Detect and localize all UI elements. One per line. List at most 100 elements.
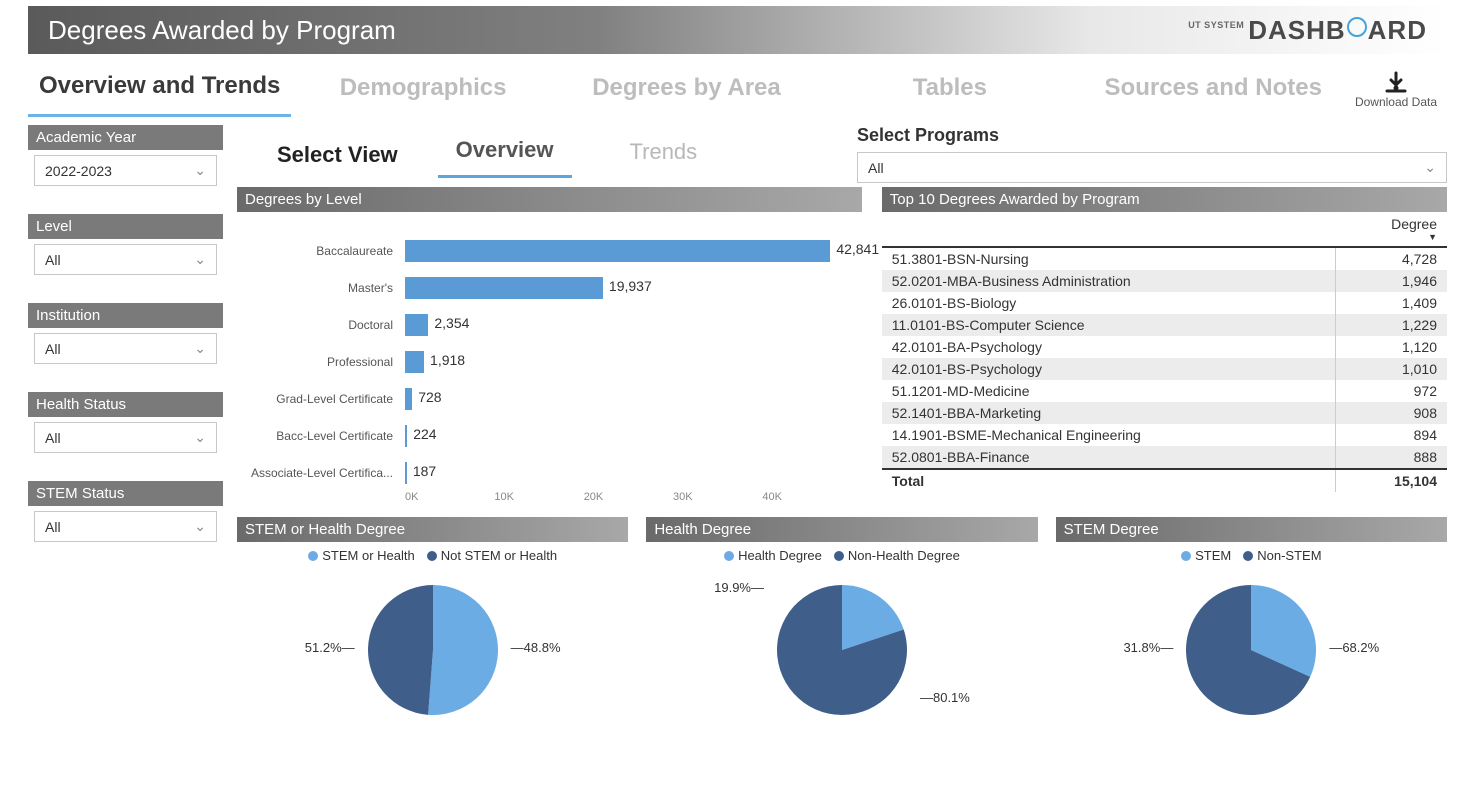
legend-item[interactable]: Not STEM or Health bbox=[427, 548, 557, 563]
legend-label: Non-Health Degree bbox=[848, 548, 960, 563]
table-row[interactable]: 52.0201-MBA-Business Administration1,946 bbox=[882, 270, 1447, 292]
bar-row: Professional1,918 bbox=[247, 343, 852, 380]
bar-track: 19,937 bbox=[405, 277, 852, 299]
pie-slice-label: 19.9%— bbox=[714, 580, 764, 595]
select-programs-dropdown[interactable]: All ⌄ bbox=[857, 152, 1447, 183]
bar-fill[interactable] bbox=[405, 462, 407, 484]
view-tab-overview[interactable]: Overview bbox=[438, 131, 572, 178]
pie-slice[interactable] bbox=[428, 585, 498, 715]
total-label: Total bbox=[882, 469, 1336, 492]
table-row[interactable]: 26.0101-BS-Biology1,409 bbox=[882, 292, 1447, 314]
pie-chart: 51.2%——48.8% bbox=[237, 570, 628, 730]
legend-item[interactable]: Non-Health Degree bbox=[834, 548, 960, 563]
program-value: 1,946 bbox=[1336, 270, 1447, 292]
filter-dropdown-2[interactable]: All⌄ bbox=[34, 333, 217, 364]
program-name: 42.0101-BS-Psychology bbox=[882, 358, 1336, 380]
chevron-down-icon: ⌄ bbox=[194, 162, 206, 179]
filter-dropdown-4[interactable]: All⌄ bbox=[34, 511, 217, 542]
bar-value: 42,841 bbox=[836, 241, 879, 257]
legend-item[interactable]: Non-STEM bbox=[1243, 548, 1321, 563]
bar-fill[interactable] bbox=[405, 351, 424, 373]
program-value: 4,728 bbox=[1336, 247, 1447, 270]
bar-track: 42,841 bbox=[405, 240, 852, 262]
legend-dot-icon bbox=[308, 551, 318, 561]
filter-value: All bbox=[45, 341, 61, 357]
filter-2: InstitutionAll⌄ bbox=[28, 303, 223, 364]
bar-label: Grad-Level Certificate bbox=[247, 392, 397, 406]
pie-chart: 19.9%——80.1% bbox=[646, 570, 1037, 730]
legend-item[interactable]: STEM bbox=[1181, 548, 1231, 563]
download-data-button[interactable]: Download Data bbox=[1345, 71, 1447, 109]
table-row[interactable]: 51.3801-BSN-Nursing4,728 bbox=[882, 247, 1447, 270]
view-tab-trends[interactable]: Trends bbox=[612, 133, 716, 177]
legend-dot-icon bbox=[1181, 551, 1191, 561]
main-tab-2[interactable]: Degrees by Area bbox=[555, 64, 818, 116]
select-view-tabs: Select View OverviewTrends bbox=[237, 125, 837, 178]
pie-slice[interactable] bbox=[368, 585, 433, 715]
pie-title: STEM or Health Degree bbox=[237, 517, 628, 542]
program-value: 972 bbox=[1336, 380, 1447, 402]
bar-fill[interactable] bbox=[405, 425, 407, 447]
degrees-by-level-chart: Baccalaureate 42,841 Master's 19,937 Doctora… bbox=[237, 212, 862, 513]
bar-label: Baccalaureate bbox=[247, 244, 397, 258]
program-name: 51.1201-MD-Medicine bbox=[882, 380, 1336, 402]
bar-fill[interactable] bbox=[405, 314, 428, 336]
table-row[interactable]: 14.1901-BSME-Mechanical Engineering894 bbox=[882, 424, 1447, 446]
main-tab-0[interactable]: Overview and Trends bbox=[28, 62, 291, 117]
table-row[interactable]: 11.0101-BS-Computer Science1,229 bbox=[882, 314, 1447, 336]
bar-row: Baccalaureate 42,841 bbox=[247, 232, 852, 269]
header-bar: Degrees Awarded by Program UT SYSTEM DAS… bbox=[28, 6, 1447, 54]
bar-fill[interactable] bbox=[405, 388, 412, 410]
bar-row: Grad-Level Certificate728 bbox=[247, 380, 852, 417]
table-row[interactable]: 52.1401-BBA-Marketing908 bbox=[882, 402, 1447, 424]
top10-title: Top 10 Degrees Awarded by Program bbox=[882, 187, 1447, 212]
filter-value: All bbox=[45, 252, 61, 268]
filter-dropdown-0[interactable]: 2022-2023⌄ bbox=[34, 155, 217, 186]
filter-dropdown-1[interactable]: All⌄ bbox=[34, 244, 217, 275]
select-programs: Select Programs All ⌄ bbox=[857, 125, 1447, 183]
filter-1: Level All⌄ bbox=[28, 214, 223, 275]
main-tab-4[interactable]: Sources and Notes bbox=[1082, 64, 1345, 116]
program-name: 11.0101-BS-Computer Science bbox=[882, 314, 1336, 336]
table-row[interactable]: 42.0101-BA-Psychology1,120 bbox=[882, 336, 1447, 358]
pie-chart: 31.8%— —68.2% bbox=[1056, 570, 1447, 730]
page-title: Degrees Awarded by Program bbox=[48, 15, 396, 46]
legend-label: STEM or Health bbox=[322, 548, 414, 563]
table-row[interactable]: 42.0101-BS-Psychology1,010 bbox=[882, 358, 1447, 380]
filter-dropdown-3[interactable]: All⌄ bbox=[34, 422, 217, 453]
logo: UT SYSTEM DASHBARD bbox=[1188, 15, 1427, 46]
bar-value: 1,918 bbox=[430, 352, 465, 368]
chevron-down-icon: ⌄ bbox=[194, 518, 206, 535]
filter-title: Health Status bbox=[28, 392, 223, 417]
filter-title: Level bbox=[28, 214, 223, 239]
pie-slice-label: —68.2% bbox=[1329, 640, 1379, 655]
pie-legend: STEM or Health Not STEM or Health bbox=[237, 542, 628, 570]
pie-legend: STEM Non-STEM bbox=[1056, 542, 1447, 570]
bar-label: Doctoral bbox=[247, 318, 397, 332]
pie-slice-label: 31.8%— bbox=[1123, 640, 1173, 655]
table-row[interactable]: 51.1201-MD-Medicine972 bbox=[882, 380, 1447, 402]
table-row[interactable]: 52.0801-BBA-Finance888 bbox=[882, 446, 1447, 469]
bar-label: Associate-Level Certifica... bbox=[247, 466, 397, 480]
bar-label: Master's bbox=[247, 281, 397, 295]
legend-item[interactable]: Health Degree bbox=[724, 548, 822, 563]
bar-value: 19,937 bbox=[609, 278, 652, 294]
pie-panel-2: STEM DegreeSTEMNon-STEM31.8%——68.2% bbox=[1056, 517, 1447, 730]
bar-row: Bacc-Level Certificate224 bbox=[247, 417, 852, 454]
pie-legend: Health Degree Non-Health Degree bbox=[646, 542, 1037, 570]
column-header-degree[interactable]: Degree bbox=[1336, 212, 1447, 247]
main-tab-1[interactable]: Demographics bbox=[291, 64, 554, 116]
legend-item[interactable]: STEM or Health bbox=[308, 548, 414, 563]
pie-panel-1: Health DegreeHealth Degree Non-Health Deg… bbox=[646, 517, 1037, 730]
legend-label: STEM bbox=[1195, 548, 1231, 563]
main-tab-3[interactable]: Tables bbox=[818, 64, 1081, 116]
legend-label: Not STEM or Health bbox=[441, 548, 557, 563]
pie-slice-label: —48.8% bbox=[511, 640, 561, 655]
bar-value: 187 bbox=[413, 463, 436, 479]
download-label: Download Data bbox=[1355, 95, 1437, 109]
bar-fill[interactable] bbox=[405, 277, 603, 299]
chevron-down-icon: ⌄ bbox=[1424, 159, 1436, 176]
degrees-by-level-panel: Degrees by Level Baccalaureate42,841Mast… bbox=[237, 187, 862, 513]
bar-fill[interactable] bbox=[405, 240, 830, 262]
program-name: 52.0801-BBA-Finance bbox=[882, 446, 1336, 469]
